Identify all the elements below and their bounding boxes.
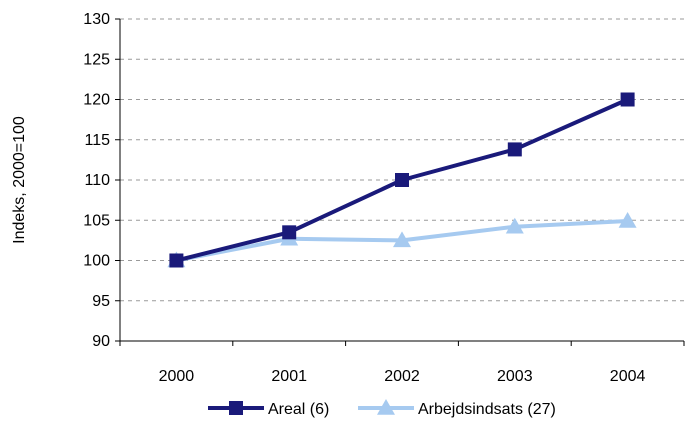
x-tick-label: 2001 xyxy=(271,368,307,385)
y-tick-label: 95 xyxy=(92,293,110,310)
axes xyxy=(115,18,685,346)
x-tick-labels: 2000 2001 2002 2003 2004 xyxy=(159,368,646,385)
gridlines xyxy=(120,18,684,302)
legend-label: Areal (6) xyxy=(268,401,329,418)
y-tick-label: 130 xyxy=(83,11,110,28)
data-point xyxy=(620,92,635,107)
y-tick-label: 100 xyxy=(83,253,110,270)
y-tick-label: 115 xyxy=(84,132,110,149)
x-tick-label: 2003 xyxy=(497,368,533,385)
y-tick-label: 120 xyxy=(83,92,110,109)
data-point xyxy=(618,212,637,228)
data-point xyxy=(282,225,297,240)
y-tick-label: 90 xyxy=(92,333,110,350)
x-tick-label: 2002 xyxy=(384,368,420,385)
y-tick-label: 125 xyxy=(83,51,110,68)
legend-label: Arbejdsindsats (27) xyxy=(418,401,556,418)
data-point xyxy=(395,173,409,187)
y-tick-label: 110 xyxy=(84,172,110,189)
y-tick-label: 105 xyxy=(83,212,110,229)
data-point xyxy=(169,253,184,268)
series-lines xyxy=(167,92,637,268)
data-point xyxy=(505,217,524,234)
legend-swatch-marker xyxy=(377,399,395,415)
y-axis-label: Indeks, 2000=100 xyxy=(11,116,28,244)
data-point xyxy=(507,142,522,157)
legend-swatch-marker xyxy=(229,401,243,415)
x-tick-label: 2000 xyxy=(159,368,195,385)
x-tick-label: 2004 xyxy=(610,368,646,385)
data-point xyxy=(393,231,411,248)
y-tick-labels: 90 95 100 105 110 115 120 125 130 xyxy=(83,11,110,350)
legend: Areal (6) Arbejdsindsats (27) xyxy=(208,399,556,418)
